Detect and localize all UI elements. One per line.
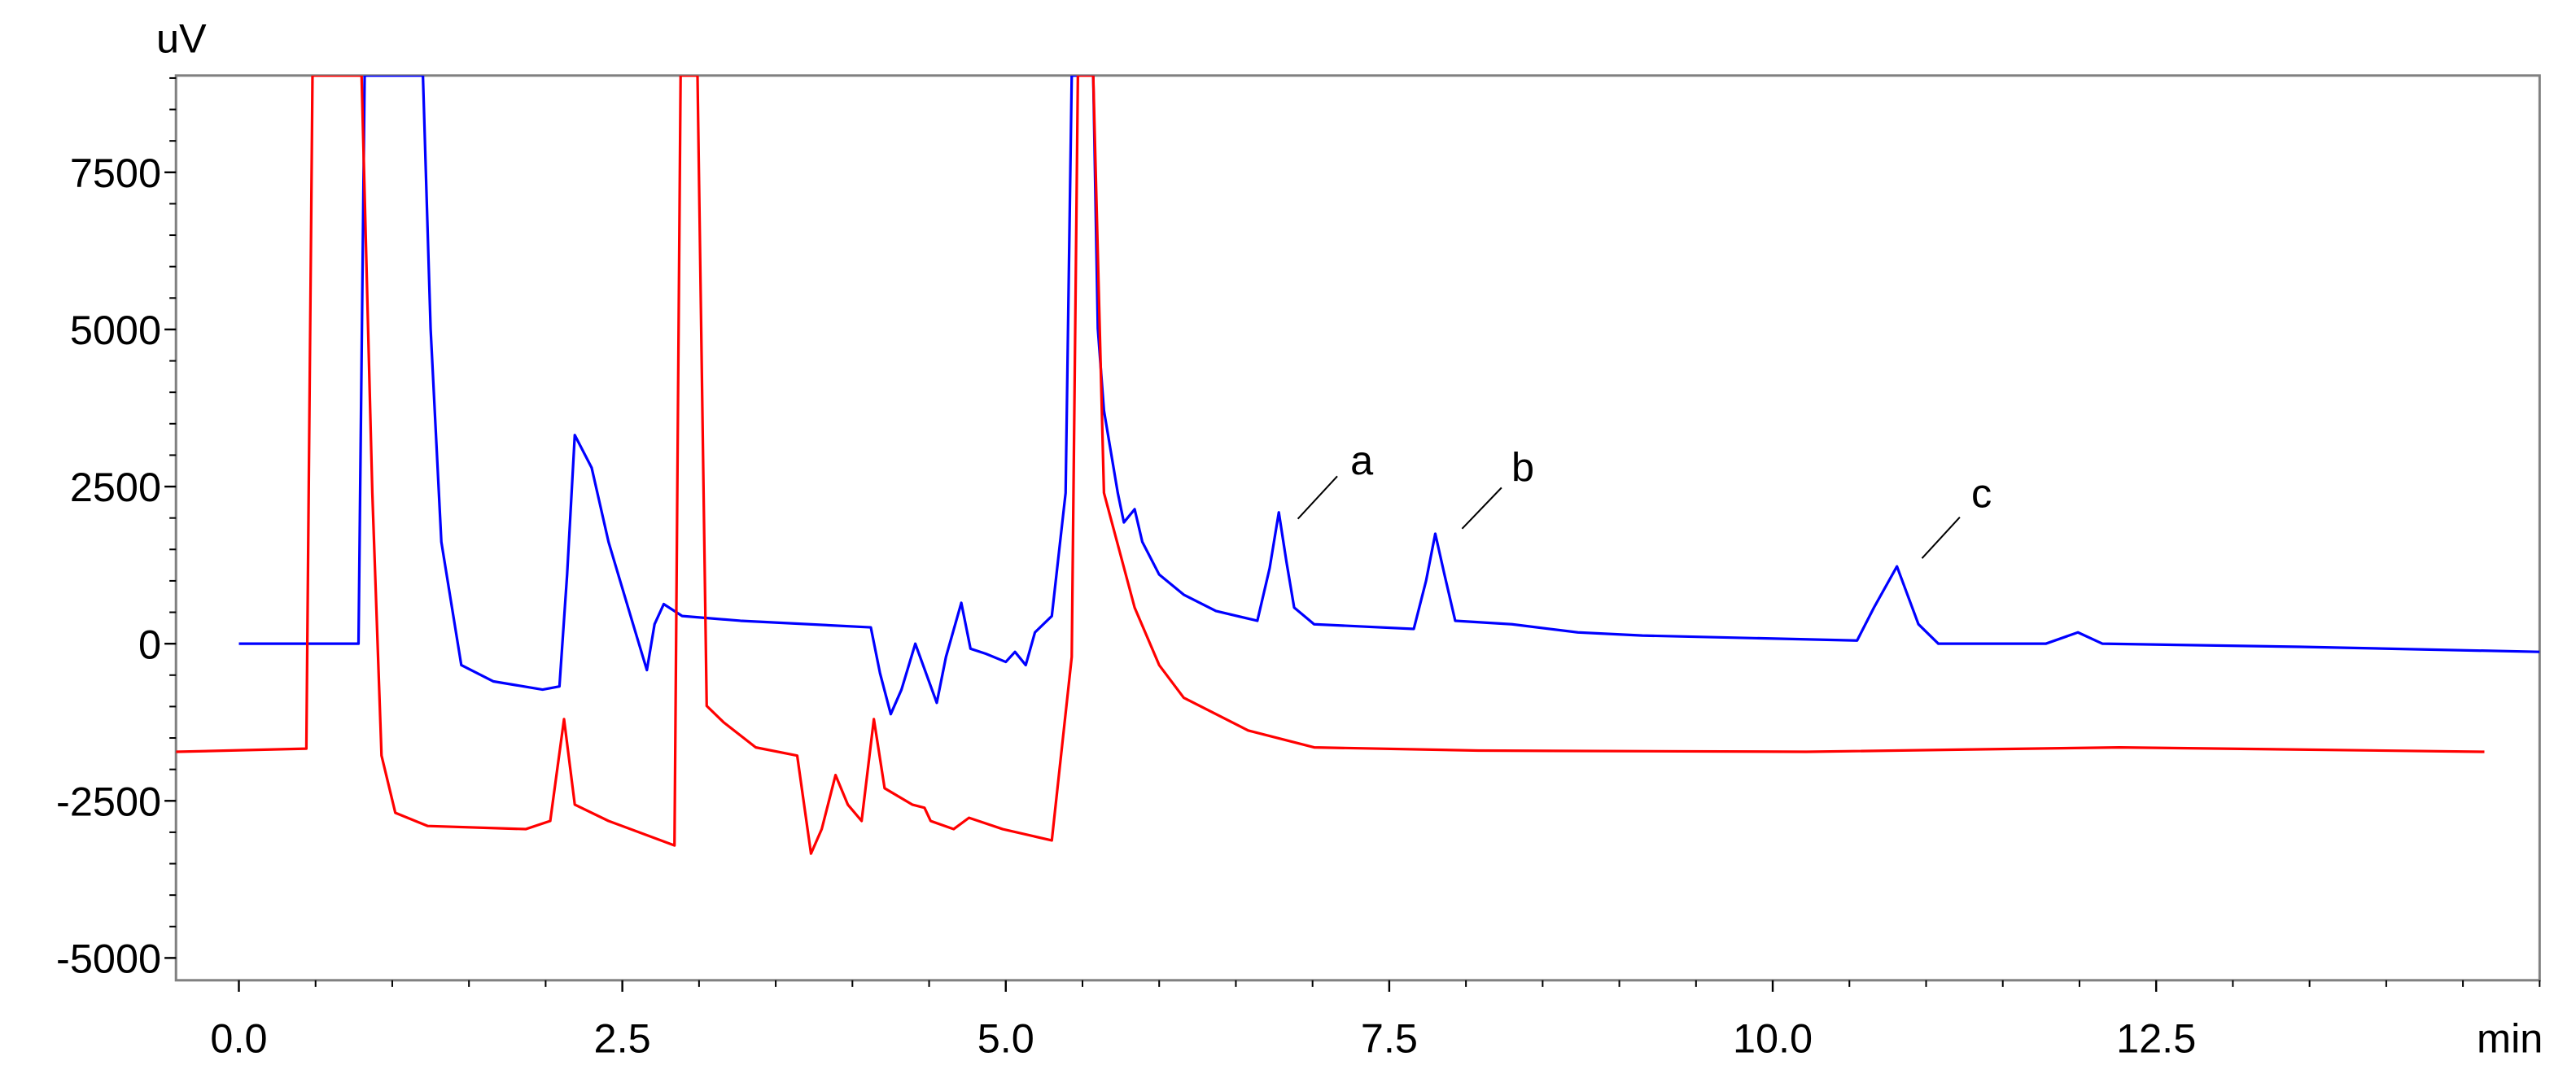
annotation-leader <box>1461 487 1502 530</box>
x-tick-label: 12.5 <box>2116 1015 2196 1062</box>
x-tick-label: 0.0 <box>210 1015 267 1062</box>
x-axis-label: min <box>2477 1015 2543 1062</box>
x-tick-label: 2.5 <box>594 1015 651 1062</box>
y-tick-label: 0 <box>138 621 161 667</box>
x-tick-label: 5.0 <box>977 1015 1034 1062</box>
annotation-label: c <box>1971 470 1992 517</box>
x-tick-label: 7.5 <box>1361 1015 1418 1062</box>
y-tick-label: 5000 <box>70 307 161 353</box>
plot-frame <box>174 74 2541 982</box>
annotation-label: a <box>1350 437 1374 483</box>
annotation-leader <box>1921 517 1961 559</box>
annotation-label: b <box>1511 443 1534 490</box>
y-axis-label: uV <box>156 15 207 62</box>
y-tick-label: -2500 <box>56 778 161 824</box>
annotation-leader <box>1297 475 1338 520</box>
plot-lines <box>176 75 2540 855</box>
y-tick-label: 2500 <box>70 464 161 510</box>
y-tick-label: -5000 <box>56 936 161 982</box>
x-tick-label: 10.0 <box>1733 1015 1813 1062</box>
series-line <box>176 75 2485 855</box>
y-tick-label: 7500 <box>70 150 161 196</box>
series-line <box>238 75 2540 716</box>
